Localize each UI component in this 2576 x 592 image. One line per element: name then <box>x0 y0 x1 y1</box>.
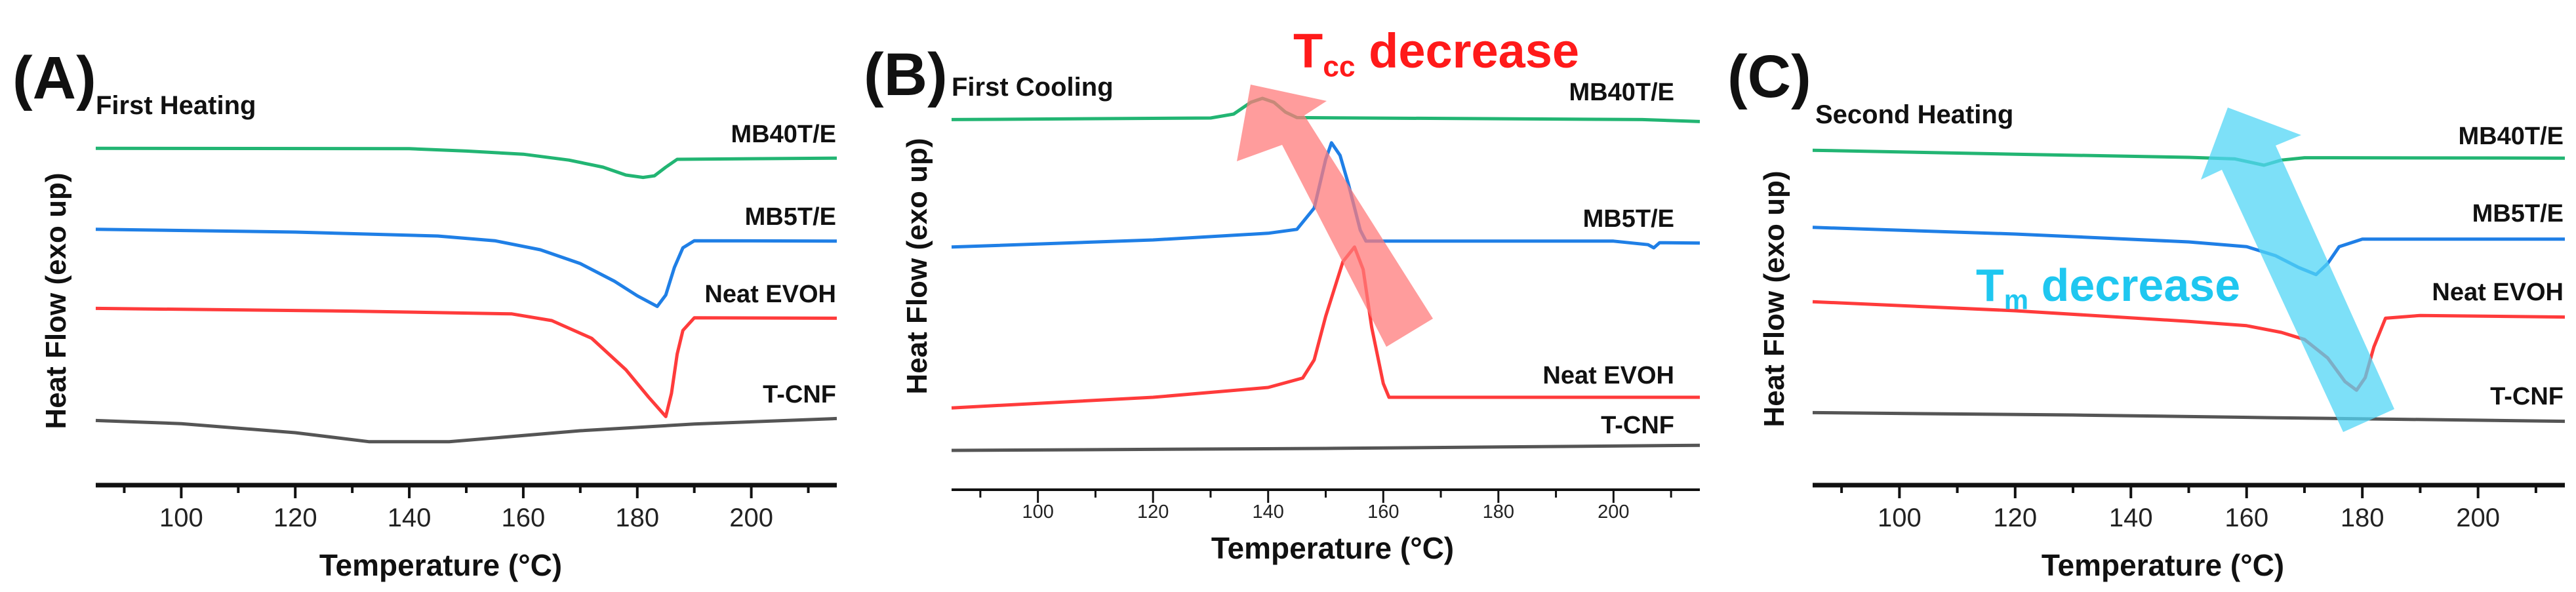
x-tick-label: 160 <box>502 503 546 532</box>
series-label: MB5T/E <box>1583 205 1674 233</box>
series-label: MB5T/E <box>745 203 836 231</box>
panel-title: Second Heating <box>1815 100 2013 129</box>
series-line-mb5t-e <box>951 141 1701 250</box>
x-tick-label: 140 <box>1253 502 1284 523</box>
series-label: T-CNF <box>763 381 836 408</box>
series-label: MB5T/E <box>2472 200 2564 227</box>
x-tick-label: 120 <box>1993 503 2037 532</box>
annotation-symbol: T <box>1976 260 2004 311</box>
series-line-t-cnf <box>95 416 837 444</box>
x-tick-label: 100 <box>1022 502 1053 523</box>
x-tick-label: 100 <box>1878 503 1922 532</box>
series-line-neat-evoh <box>1812 300 2566 392</box>
x-axis-label: Temperature (°C) <box>1211 531 1454 565</box>
y-axis-label: Heat Flow (exo up) <box>901 138 933 394</box>
series-line-t-cnf <box>1812 410 2566 424</box>
series-line-t-cnf <box>951 443 1701 452</box>
x-tick-label: 120 <box>273 503 317 532</box>
x-tick-label: 180 <box>2341 503 2385 532</box>
series-label: Neat EVOH <box>2432 279 2564 306</box>
series-label: Neat EVOH <box>704 281 836 308</box>
series-label: T-CNF <box>1601 412 1674 439</box>
panel-label: (C) <box>1727 43 1811 110</box>
x-axis-label: Temperature (°C) <box>2042 548 2284 582</box>
series-line-mb5t-e <box>95 227 837 308</box>
series-label: MB40T/E <box>1569 79 1674 106</box>
panel-c: (C)Second Heating 100 120 140 160 180 200 Tempe… <box>1727 43 2566 582</box>
series-line-mb40t-e <box>1812 148 2566 167</box>
panel-label: (A) <box>12 45 96 111</box>
panel-title: First Cooling <box>952 73 1114 102</box>
series-label: MB40T/E <box>731 121 836 148</box>
annotation-text: decrease <box>1356 24 1580 78</box>
panel-b: (B) First Cooling 100 120 140 160 180 200 Temper… <box>864 24 1701 565</box>
annotation-symbol: T <box>1293 24 1323 78</box>
x-tick-label: 180 <box>1483 502 1514 523</box>
x-tick-label: 120 <box>1137 502 1169 523</box>
series-line-neat-evoh <box>95 306 837 418</box>
annotation-text: decrease <box>2028 260 2240 311</box>
x-tick-label: 200 <box>2456 503 2500 532</box>
panel-title: First Heating <box>96 91 256 120</box>
x-axis-label: Temperature (°C) <box>319 548 562 582</box>
trend-arrow <box>2201 108 2394 432</box>
x-tick-label: 160 <box>2224 503 2268 532</box>
x-tick-label: 100 <box>159 503 203 532</box>
x-tick-label: 160 <box>1367 502 1399 523</box>
series-label: MB40T/E <box>2459 123 2564 150</box>
annotation-subscript: cc <box>1323 50 1355 83</box>
panel-label: (B) <box>864 41 948 108</box>
trend-arrow <box>1237 85 1433 347</box>
trend-annotation: Tcc decrease <box>1293 24 1579 83</box>
annotation-subscript: m <box>2004 285 2028 315</box>
y-axis-label: Heat Flow (exo up) <box>1758 170 1790 427</box>
x-tick-label: 200 <box>1598 502 1629 523</box>
x-tick-label: 200 <box>729 503 773 532</box>
x-tick-label: 140 <box>388 503 432 532</box>
series-line-mb40t-e <box>95 146 837 180</box>
x-tick-label: 180 <box>615 503 659 532</box>
panel-a: (A) First Heating 100 120 140 160 180 200 Temper… <box>12 45 837 582</box>
x-tick-label: 140 <box>2109 503 2153 532</box>
series-label: T-CNF <box>2490 383 2564 410</box>
trend-annotation: Tm decrease <box>1976 260 2240 315</box>
series-label: Neat EVOH <box>1542 362 1674 389</box>
y-axis-label: Heat Flow (exo up) <box>40 172 72 429</box>
